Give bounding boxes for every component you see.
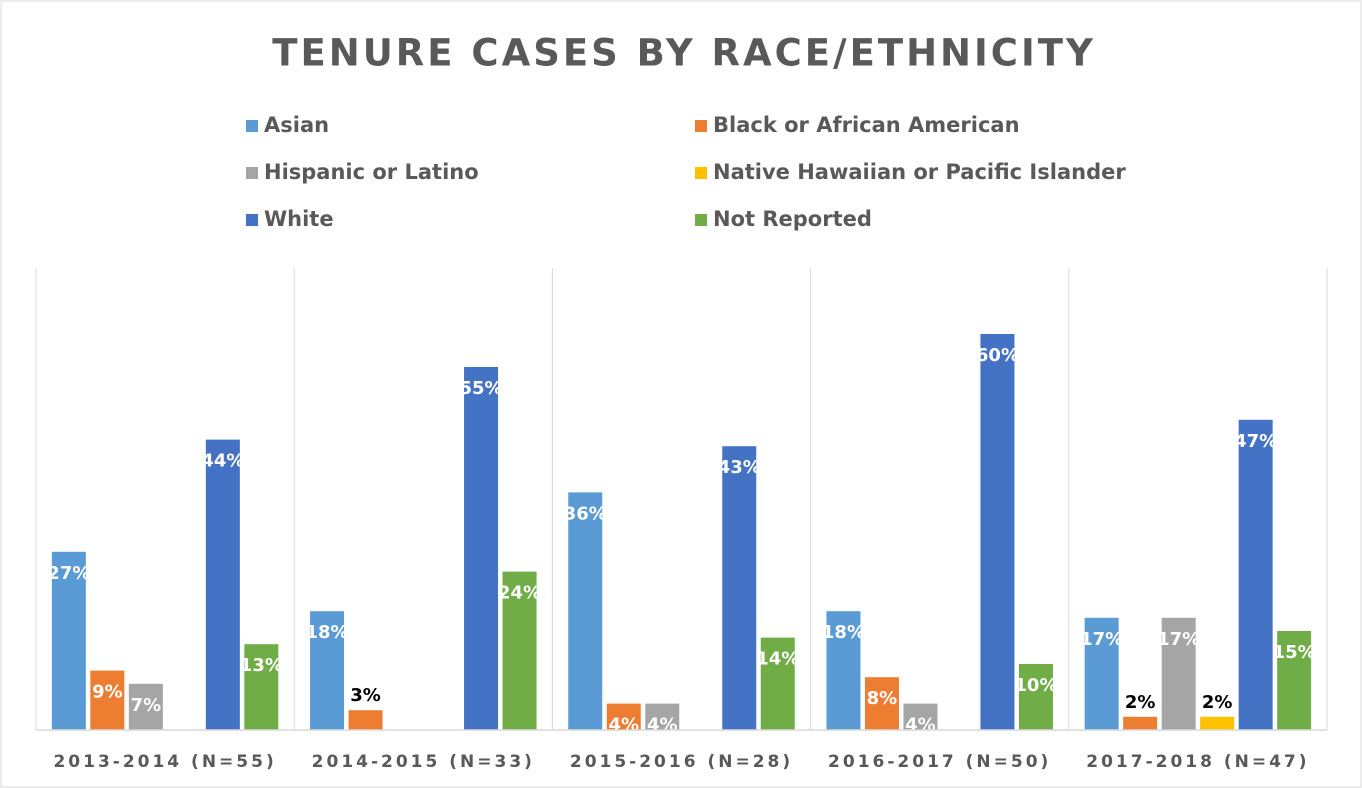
bar [90, 670, 125, 730]
x-tick-label: 2015-2016 (N=28) [570, 752, 793, 772]
bar [244, 644, 279, 730]
data-label: 15% [1273, 642, 1316, 663]
data-label: 47% [1234, 431, 1277, 452]
data-label: 10% [1014, 675, 1057, 696]
data-label: 17% [1080, 629, 1123, 650]
legend-label: Not Reported [713, 207, 872, 231]
bar [1018, 664, 1053, 730]
data-label: 2% [1202, 692, 1233, 713]
data-label: 4% [647, 715, 678, 736]
data-label: 18% [306, 622, 349, 643]
legend-label: Black or African American [713, 113, 1020, 137]
bar [51, 551, 86, 730]
bar [722, 446, 757, 730]
bar [1200, 716, 1235, 730]
legend-swatch [695, 167, 707, 179]
legend-label: Hispanic or Latino [264, 160, 479, 184]
data-label: 17% [1157, 629, 1200, 650]
legend-swatch [246, 120, 258, 132]
bar [645, 703, 680, 730]
data-label: 13% [240, 655, 283, 676]
bar [1084, 617, 1119, 730]
x-tick-label: 2013-2014 (N=55) [53, 752, 276, 772]
bar [1123, 716, 1158, 730]
legend-label: Native Hawaiian or Pacific Islander [713, 160, 1126, 184]
legend-swatch [695, 120, 707, 132]
x-tick-label: 2017-2018 (N=47) [1086, 752, 1309, 772]
data-label: 3% [350, 685, 381, 706]
bar [1238, 419, 1273, 730]
data-label: 44% [201, 451, 244, 472]
data-label: 14% [756, 649, 799, 670]
bar [826, 611, 861, 730]
bar [502, 571, 537, 730]
data-label: 55% [460, 378, 503, 399]
bar [903, 703, 938, 730]
data-label: 2% [1125, 692, 1156, 713]
bar [568, 492, 603, 730]
bar [128, 683, 163, 730]
legend-label: White [264, 207, 334, 231]
bar [606, 703, 641, 730]
bar [205, 439, 240, 730]
x-tick-label: 2014-2015 (N=33) [312, 752, 535, 772]
bar [1161, 617, 1196, 730]
data-label: 4% [608, 715, 639, 736]
data-label: 8% [867, 688, 898, 709]
x-tick-label: 2016-2017 (N=50) [828, 752, 1051, 772]
bar [348, 710, 383, 730]
data-label: 43% [718, 457, 761, 478]
legend-swatch [695, 214, 707, 226]
bar [864, 677, 899, 730]
data-label: 27% [47, 563, 90, 584]
bar [310, 611, 345, 730]
data-label: 9% [92, 682, 123, 703]
data-label: 36% [564, 503, 607, 524]
bar [760, 637, 795, 730]
data-label: 18% [822, 622, 865, 643]
data-label: 24% [498, 583, 541, 604]
data-label: 4% [905, 715, 936, 736]
data-label: 60% [976, 345, 1019, 366]
data-label: 7% [131, 695, 162, 716]
chart-title: TENURE CASES BY RACE/ETHNICITY [272, 32, 1096, 75]
bar [980, 334, 1015, 730]
legend-swatch [246, 167, 258, 179]
legend-label: Asian [264, 113, 329, 137]
bar [1277, 631, 1312, 730]
legend-swatch [246, 214, 258, 226]
bar [464, 367, 499, 730]
